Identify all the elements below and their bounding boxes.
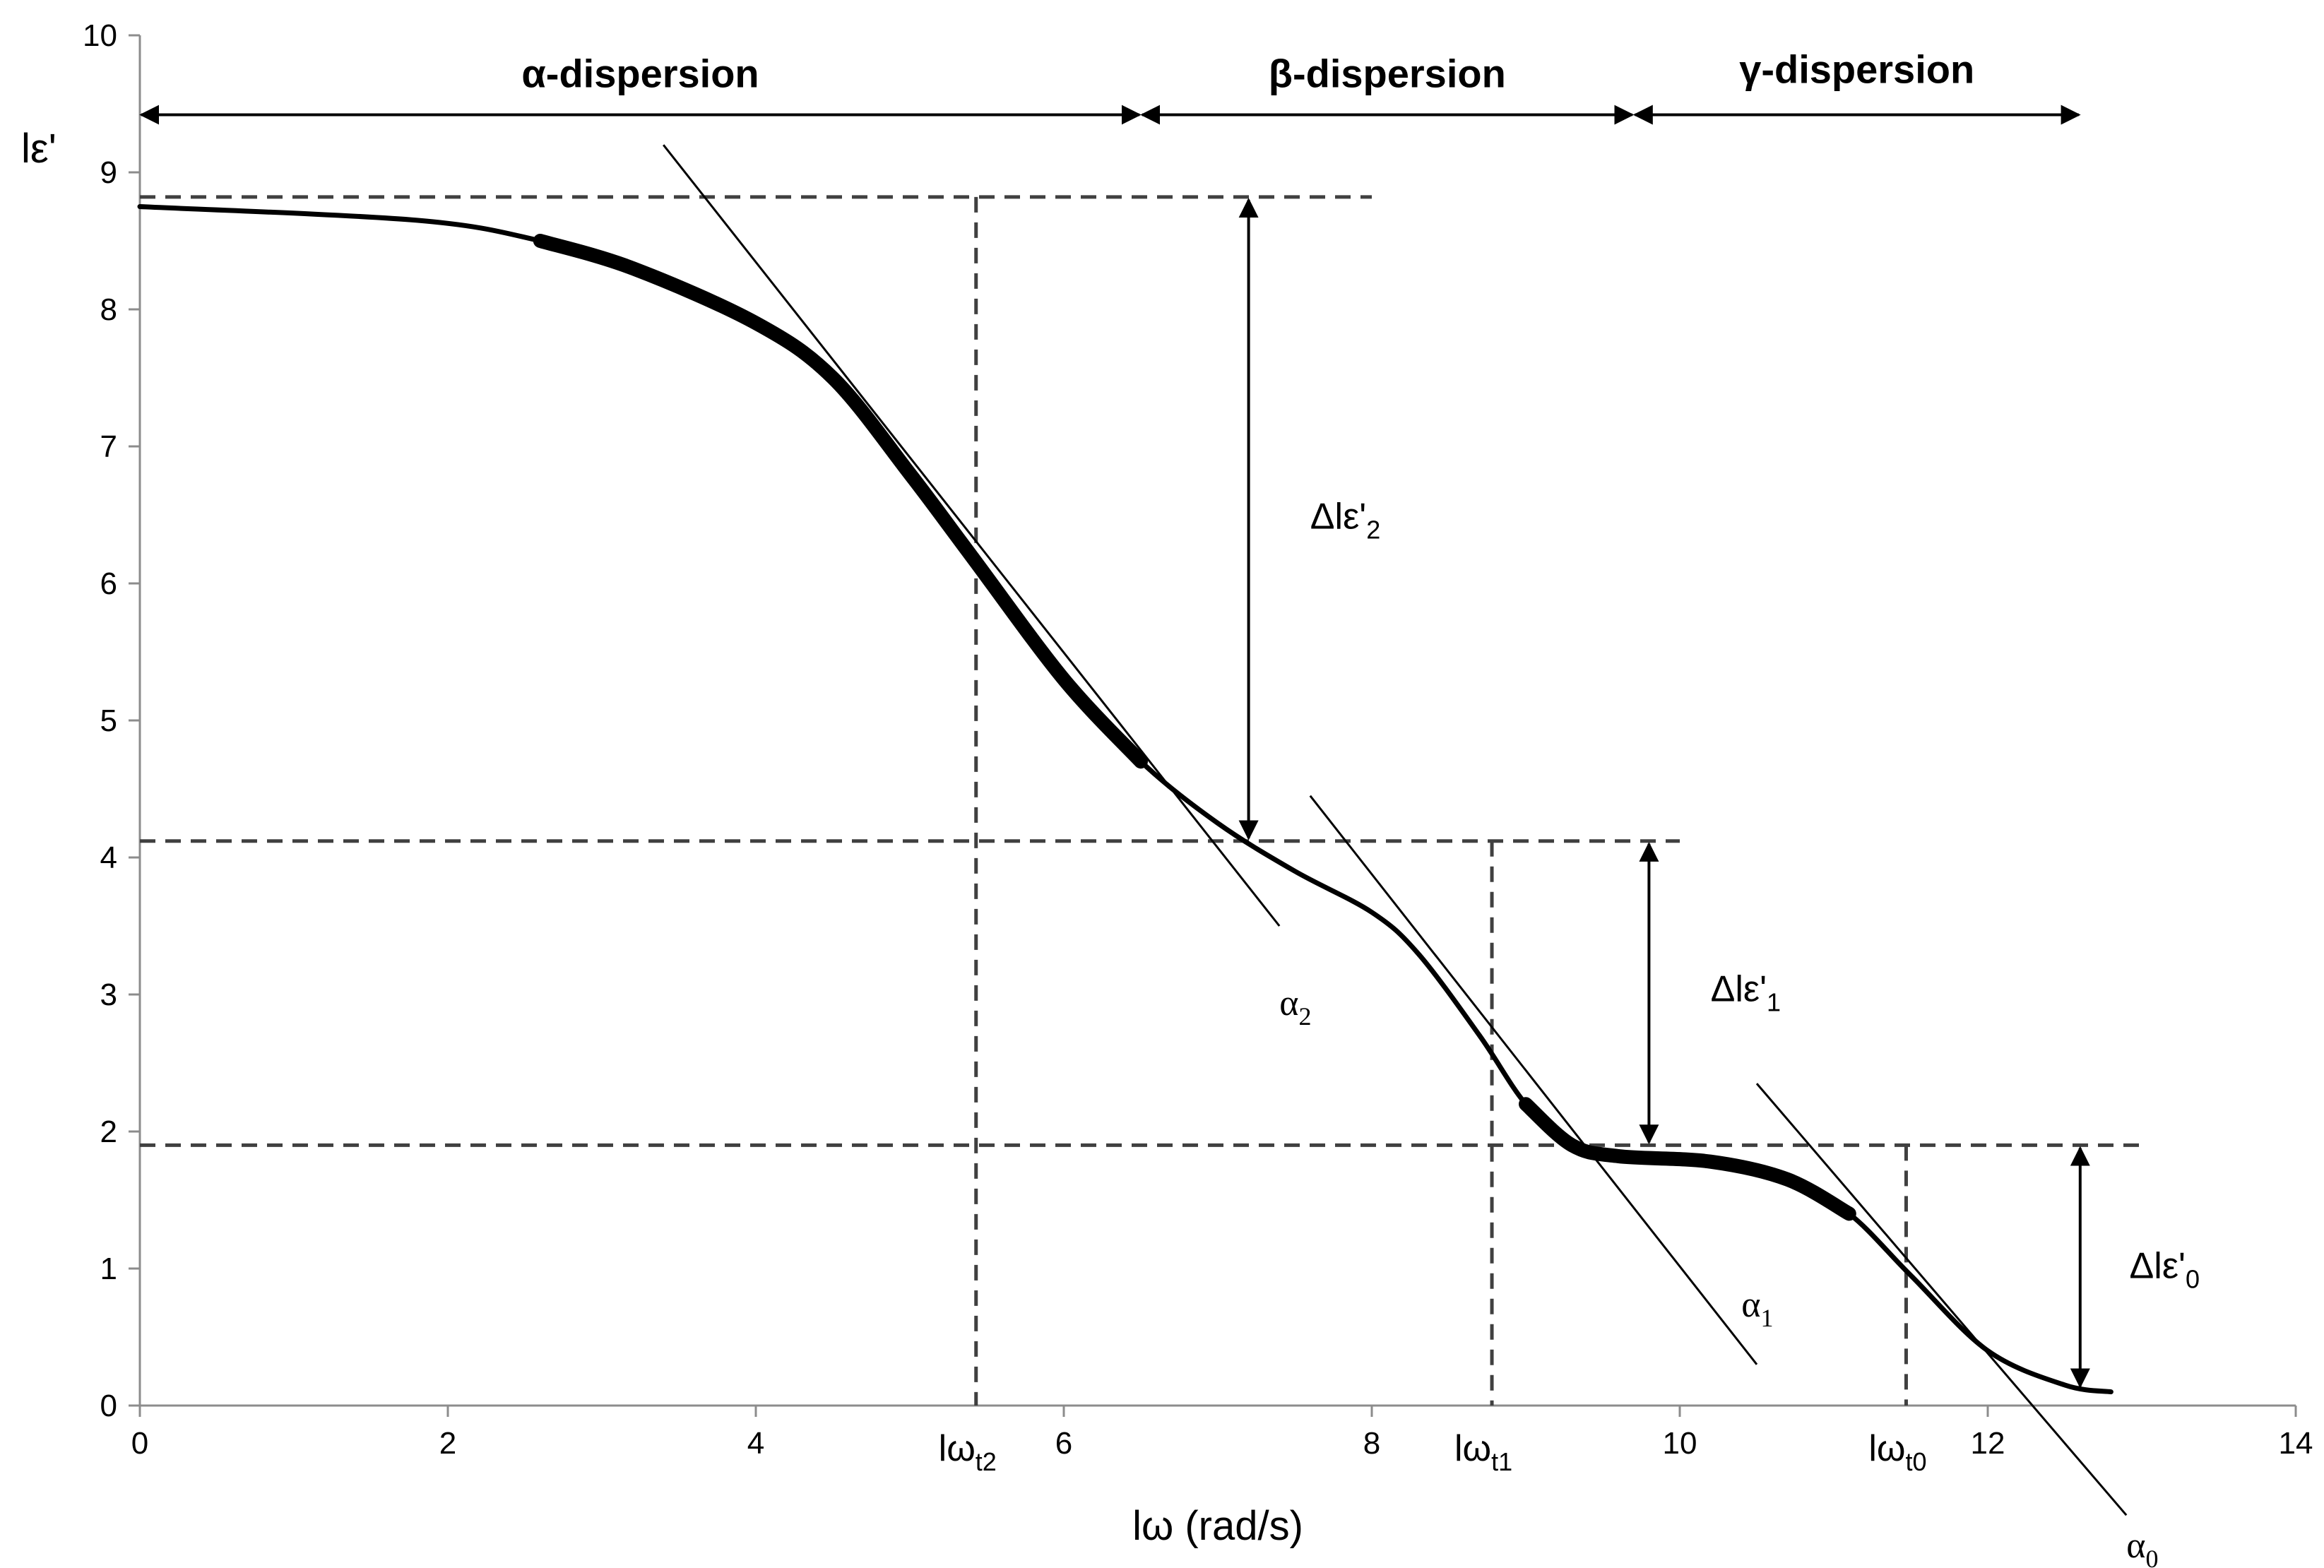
x-ticks: 0 2 4 6 8 10 12 14 bbox=[131, 1406, 2313, 1461]
y-tick-label-8: 8 bbox=[100, 292, 117, 327]
band-label-alpha: α-dispersion bbox=[521, 52, 759, 96]
series-point-5 bbox=[831, 376, 835, 380]
series-point-14 bbox=[1478, 1033, 1482, 1038]
alpha-label-1-main: α bbox=[1741, 1285, 1760, 1325]
x-tick-label-2: 4 bbox=[747, 1426, 764, 1461]
tick-label-t2-sub: t2 bbox=[976, 1447, 997, 1476]
y-tick-label-1: 1 bbox=[100, 1252, 117, 1286]
delta-label-2: Δlε'2 bbox=[1310, 496, 1380, 544]
y-axis-title: lε' bbox=[21, 126, 57, 172]
tick-label-t0-sub: t0 bbox=[1906, 1447, 1927, 1476]
delta-arrows bbox=[1238, 198, 2090, 1389]
band-label-gamma: γ-dispersion bbox=[1739, 47, 1974, 92]
series-point-19 bbox=[1786, 1177, 1790, 1182]
alpha-label-2: α2 bbox=[1279, 983, 1311, 1031]
tick-label-t1-sub: t1 bbox=[1491, 1447, 1512, 1476]
series-point-9 bbox=[1139, 759, 1143, 764]
series-point-22 bbox=[1986, 1348, 1990, 1353]
y-ticks: 0 1 2 3 4 5 6 7 8 9 10 bbox=[83, 18, 140, 1423]
series-point-24 bbox=[2109, 1390, 2113, 1394]
transition-guides bbox=[974, 196, 1908, 1406]
alpha-label-1-sub: 1 bbox=[1760, 1304, 1773, 1332]
delta-label-1-main: Δlε' bbox=[1711, 969, 1767, 1010]
series-point-12 bbox=[1370, 910, 1374, 915]
alpha0-tangent bbox=[1755, 1083, 2128, 1516]
series-point-10 bbox=[1216, 821, 1220, 825]
y-tick-label-6: 6 bbox=[100, 566, 117, 601]
series-point-21 bbox=[1909, 1273, 1913, 1278]
tick-label-t2: lωt2 bbox=[939, 1428, 997, 1476]
series-line bbox=[137, 204, 2113, 1395]
series-point-4 bbox=[754, 321, 758, 325]
alpha2-tangent bbox=[663, 144, 1281, 927]
series-point-23 bbox=[2063, 1383, 2067, 1387]
series-point-0 bbox=[138, 205, 142, 208]
alpha-label-0-sub: 0 bbox=[2145, 1545, 2158, 1568]
tick-label-t2-main: lω bbox=[939, 1428, 976, 1469]
alpha-label-0-main: α bbox=[2126, 1526, 2145, 1566]
y-tick-label-7: 7 bbox=[100, 429, 117, 464]
series-group bbox=[137, 204, 2113, 1395]
alpha-label-2-main: α bbox=[1279, 983, 1298, 1023]
x-tick-label-3: 6 bbox=[1055, 1426, 1072, 1461]
y-tick-label-9: 9 bbox=[100, 155, 117, 190]
y-tick-label-0: 0 bbox=[100, 1389, 117, 1423]
y-tick-label-10: 10 bbox=[83, 18, 117, 53]
series-point-2 bbox=[538, 239, 543, 243]
x-tick-label-4: 8 bbox=[1363, 1426, 1380, 1461]
series-thick-segment-1 bbox=[1519, 1097, 1856, 1221]
series-point-1 bbox=[415, 218, 419, 222]
x-tick-label-6: 12 bbox=[1971, 1426, 2005, 1461]
series-point-15 bbox=[1524, 1102, 1528, 1106]
tick-label-t1-main: lω bbox=[1454, 1428, 1491, 1469]
x-tick-label-7: 14 bbox=[2279, 1426, 2313, 1461]
y-tick-label-3: 3 bbox=[100, 978, 117, 1012]
delta-label-2-main: Δlε' bbox=[1310, 496, 1366, 537]
series-point-13 bbox=[1416, 951, 1420, 956]
series-point-8 bbox=[1062, 677, 1066, 682]
delta-label-2-sub: 2 bbox=[1366, 515, 1380, 544]
x-tick-label-1: 2 bbox=[439, 1426, 456, 1461]
series-thick-segment-0 bbox=[533, 234, 1148, 769]
tangent-lines bbox=[663, 144, 2128, 1516]
tick-label-t1: lωt1 bbox=[1454, 1428, 1512, 1476]
delta-label-0-main: Δlε' bbox=[2130, 1246, 2186, 1287]
alpha-label-2-sub: 2 bbox=[1298, 1002, 1311, 1031]
x-tick-label-5: 10 bbox=[1663, 1426, 1697, 1461]
delta-label-0-sub: 0 bbox=[2186, 1265, 2200, 1294]
alpha-label-0: α0 bbox=[2126, 1526, 2158, 1568]
alpha1-tangent bbox=[1309, 795, 1758, 1365]
y-tick-label-5: 5 bbox=[100, 703, 117, 738]
y-tick-label-2: 2 bbox=[100, 1115, 117, 1149]
x-tick-label-0: 0 bbox=[131, 1426, 148, 1461]
series-point-20 bbox=[1847, 1211, 1851, 1216]
delta-label-1: Δlε'1 bbox=[1711, 969, 1781, 1017]
tick-label-t0: lωt0 bbox=[1868, 1428, 1926, 1476]
delta-label-0: Δlε'0 bbox=[2130, 1246, 2200, 1294]
x-axis-title: lω (rad/s) bbox=[1132, 1503, 1303, 1549]
y-tick-label-4: 4 bbox=[100, 841, 117, 875]
band-label-beta: β-dispersion bbox=[1269, 52, 1506, 96]
series-point-16 bbox=[1570, 1143, 1574, 1147]
alpha-label-1: α1 bbox=[1741, 1285, 1773, 1332]
delta-label-1-sub: 1 bbox=[1767, 988, 1781, 1017]
series-point-18 bbox=[1709, 1160, 1713, 1164]
series-point-11 bbox=[1293, 869, 1297, 873]
series-point-6 bbox=[908, 472, 912, 476]
series-point-7 bbox=[969, 554, 973, 558]
series-point-3 bbox=[631, 266, 635, 271]
level-guides bbox=[140, 195, 2142, 1147]
tick-label-t0-main: lω bbox=[1868, 1428, 1905, 1469]
series-point-17 bbox=[1616, 1154, 1620, 1158]
